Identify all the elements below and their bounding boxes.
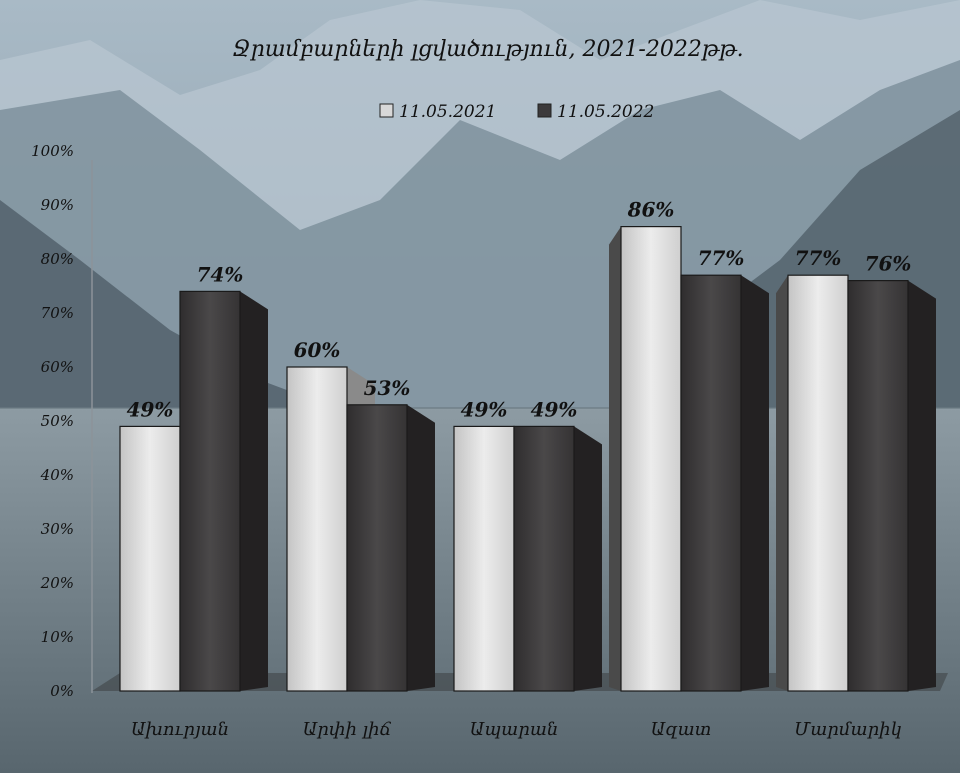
bar-face [680,274,742,692]
legend: 11.05.2021 11.05.2022 [379,102,654,122]
x-category-label: Արփի լիճ [303,719,392,740]
bar-face [787,274,849,692]
bar [680,274,769,692]
y-tick-label: 0% [50,682,74,700]
bar-face [847,280,909,692]
y-tick-label: 30% [41,520,74,538]
legend-entry: 11.05.2022 [557,102,654,122]
x-category-label: Մարմարիկ [794,719,902,740]
legend-swatch [537,103,552,118]
bar [847,280,936,692]
legend-entry: 11.05.2021 [399,102,496,122]
bar [609,226,682,692]
bar-face [620,226,682,692]
bar-side [908,280,936,691]
y-tick-label: 20% [40,574,74,592]
chart-title: Ջրամբարների լցվածություն, 2021-2022թթ. [232,37,743,62]
y-tick-label: 40% [40,466,74,484]
data-label: 86% [627,198,675,222]
data-label: 76% [865,252,912,276]
y-tick-label: 70% [41,304,74,322]
bar-face [346,404,408,692]
bar-side [776,275,788,691]
category-labels: Ախուրյան Արփի լիճ Ապարան Ազատ Մարմարիկ [131,719,902,740]
x-category-label: Ախուրյան [131,719,229,740]
y-tick-label: 60% [41,358,74,376]
bar [776,274,849,692]
data-label: 53% [364,376,411,400]
bar-face [453,425,515,692]
data-label: 77% [795,246,842,270]
data-label: 60% [294,338,341,362]
y-tick-label: 80% [41,250,74,268]
data-label: 77% [698,246,745,270]
bar-side [574,426,602,691]
y-tick-label: 50% [41,412,74,430]
bar-side [407,404,435,691]
bar-face [286,366,348,692]
bar [346,404,435,692]
bar-face [119,425,181,692]
legend-swatch [379,103,394,118]
bar-face [179,290,241,692]
y-tick-label: 90% [41,196,74,214]
bar-face [513,425,575,692]
data-label: 49% [461,397,508,421]
bar-side [240,291,268,691]
bar [513,425,602,692]
bars [119,226,936,692]
data-label: 49% [531,397,578,421]
x-category-label: Ապարան [470,719,559,740]
x-category-label: Ազատ [651,719,712,740]
data-label: 74% [197,262,244,286]
y-tick-label: 10% [41,628,74,646]
bar-side [609,226,621,691]
y-tick-label: 100% [31,142,74,160]
data-label: 49% [127,397,174,421]
bar [179,290,268,692]
value-labels: 49% 74% 60% 53% 49% 49% 86% 77% 77% 76% [127,198,912,422]
bar-side [741,275,769,691]
